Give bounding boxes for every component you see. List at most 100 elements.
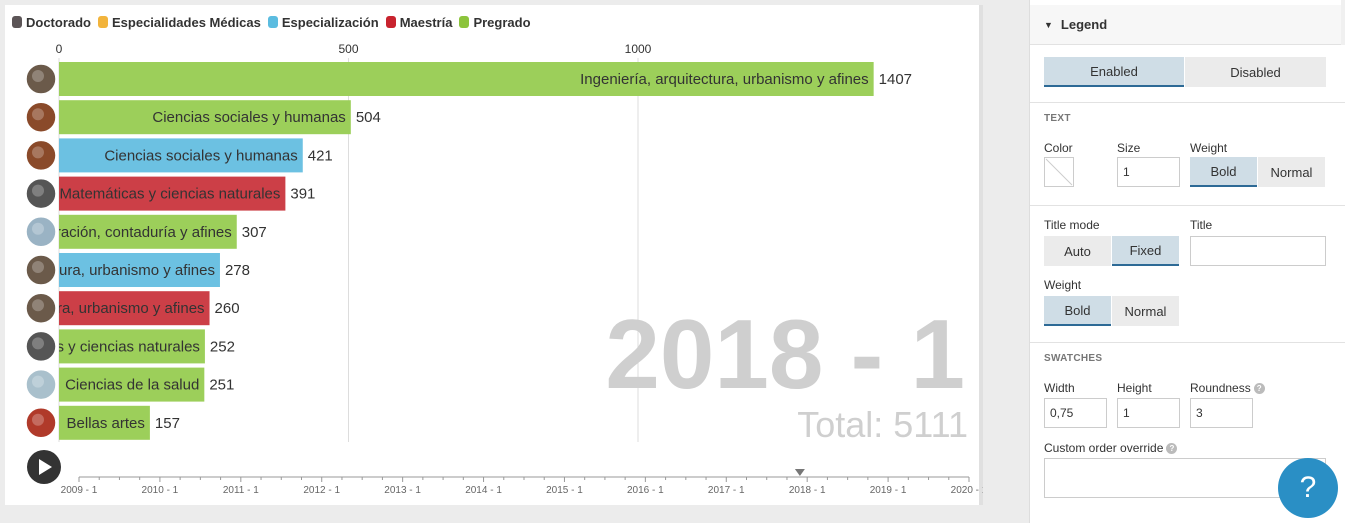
category-avatar [25,177,57,210]
timeline-label: 2019 - 1 [870,485,907,496]
chart-legend: Doctorado Especialidades Médicas Especiali… [12,12,538,32]
legend-swatch [98,16,108,28]
bar-value: 504 [356,109,381,126]
x-tick-label: 1000 [625,42,652,56]
bar-value: 391 [290,186,315,203]
bar [59,253,220,287]
bar-value: 1407 [879,71,912,88]
legend-item: Especialización [267,15,379,30]
bar [59,100,351,135]
title-mode-auto-button[interactable]: Auto [1044,236,1111,266]
avatar-detail [32,337,44,350]
bar-value: 157 [155,415,180,432]
avatar-detail [32,184,44,197]
timeline-handle[interactable] [794,469,805,476]
text-weight-bold-button[interactable]: Bold [1190,157,1257,187]
bar [59,176,286,211]
bar [59,367,205,402]
width-label: Width [1044,381,1075,395]
roundness-field-label: Roundness? [1190,381,1265,395]
help-button[interactable]: ? [1278,458,1338,518]
bar-row: Matemáticas y ciencias naturales 252 [25,329,235,364]
title-weight-bold-button[interactable]: Bold [1044,296,1111,326]
timeline-label: 2011 - 1 [223,485,259,496]
timeline[interactable]: 2009 - 1 2010 - 1 2011 - 1 2012 - 1 2013 - 1… [61,469,983,496]
bar [59,329,205,364]
bar-row: Ciencias de la salud 251 [25,367,234,402]
bar-row: Ingeniería, arquitectura, urbanismo y af… [25,291,240,326]
legend-section-header[interactable]: ▼ Legend [1030,5,1345,45]
legend-label: Doctorado [26,14,91,30]
timeline-label: 2012 - 1 [303,485,340,496]
legend-item: Doctorado [12,15,91,30]
legend-swatch [267,16,278,28]
bar-value: 421 [308,147,333,164]
category-avatar [25,407,57,439]
bar-label: Bellas artes [67,415,145,432]
weight-label: Weight [1190,141,1228,155]
bar [59,214,237,249]
avatar-detail [32,413,44,426]
legend-swatch [12,16,22,28]
bar-chart: 0 500 1000 2018 - 1 Total: 5111 Ingeniería… [25,42,983,496]
title-section: Title mode Auto Fixed Title Weight Bold … [1030,206,1345,343]
bar-row: Bellas artes 157 [25,405,180,440]
info-icon[interactable]: ? [1166,443,1178,455]
bar-label: Ciencias sociales y humanas [104,147,297,164]
title-label: Title [1190,218,1213,232]
title-mode-fixed-button[interactable]: Fixed [1112,236,1179,266]
play-button[interactable] [27,450,61,484]
chart-scrollbar[interactable] [979,5,985,505]
bar-value: 307 [242,224,267,241]
timeline-label: 2018 - 1 [789,485,826,496]
caret-down-icon: ▼ [1044,19,1053,30]
height-input[interactable]: 1 [1117,398,1180,428]
custom-order-label: Custom order override [1044,441,1164,455]
legend-item: Pregrado [459,14,531,30]
custom-order-field-label: Custom order override? [1044,441,1178,455]
title-mode-label: Title mode [1044,218,1100,232]
category-avatar [25,292,57,324]
text-section-title: TEXT [1044,113,1071,124]
avatar-detail [32,299,44,312]
bar [59,405,150,440]
title-weight-normal-button[interactable]: Normal [1112,296,1179,326]
legend-label: Maestría [399,14,453,30]
roundness-label: Roundness [1190,381,1251,395]
text-weight-normal-button[interactable]: Normal [1258,157,1325,187]
roundness-input[interactable]: 3 [1190,398,1253,428]
title-mode-toggle: Auto Fixed [1044,236,1179,266]
size-input[interactable]: 1 [1117,157,1180,187]
category-avatar [25,330,57,363]
legend-section-title: Legend [1060,17,1108,32]
avatar-detail [32,222,44,235]
category-avatar [25,216,57,248]
bar-value: 252 [210,338,235,355]
bar-label: Ciencias sociales y humanas [152,109,345,126]
x-tick-label: 0 [56,42,63,56]
title-input[interactable] [1190,236,1326,266]
title-weight-label: Weight [1044,278,1082,292]
bar-label: Ciencias de la salud [65,377,199,394]
bar [59,291,210,326]
text-section: TEXT Color Size 1 Weight Bold Normal [1030,103,1345,206]
legend-swatch [385,16,396,28]
legend-enabled-button[interactable]: Enabled [1044,57,1184,87]
timeline-label: 2009 - 1 [61,485,98,496]
bar-row: Ingeniería, arquitectura, urbanismo y af… [25,62,912,96]
bar-value: 278 [225,262,250,279]
width-input[interactable]: 0,75 [1044,398,1107,428]
info-icon[interactable]: ? [1253,383,1265,395]
color-swatch-input[interactable] [1044,157,1074,187]
bar-row: Economía, administración, contaduría y a… [25,214,267,249]
bar [59,138,303,173]
bar-value: 260 [215,300,240,317]
category-avatar [25,254,57,286]
legend-disabled-button[interactable]: Disabled [1185,57,1326,87]
size-label: Size [1117,141,1141,155]
current-period-label: 2018 - 1 [605,299,965,409]
avatar-detail [32,70,44,82]
legend-label: Pregrado [473,14,531,30]
timeline-label: 2010 - 1 [142,485,179,496]
panel-gap [983,0,1029,523]
